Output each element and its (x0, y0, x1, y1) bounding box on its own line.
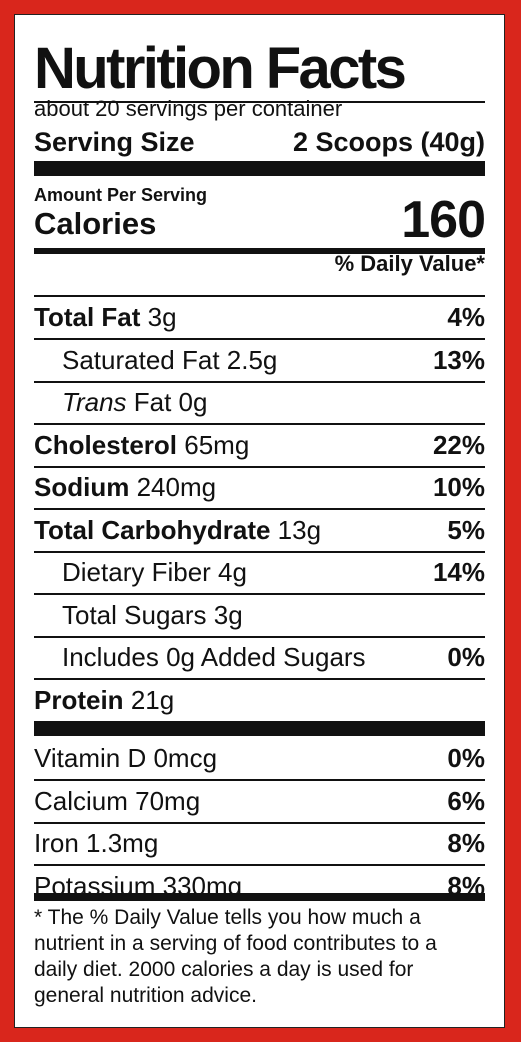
nutrient-name: Saturated Fat 2.5g (62, 345, 278, 375)
nutrition-label: Nutrition Facts about 20 servings per co… (14, 14, 505, 1028)
nutrient-row-total-carbohydrate: Total Carbohydrate 13g 5% (34, 509, 485, 551)
daily-value-header: % Daily Value* (334, 251, 485, 276)
serving-size-row: Serving Size 2 Scoops (40g) (34, 125, 485, 159)
nutrient-amount: 13g (277, 515, 322, 545)
medium-divider (34, 248, 485, 254)
amount-per-serving: Amount Per Serving (34, 185, 208, 205)
nutrient-row-saturated-fat: Saturated Fat 2.5g 13% (34, 339, 485, 381)
nutrient-row-cholesterol: Cholesterol 65mg 22% (34, 424, 485, 466)
nutrient-dv: 10% (432, 472, 485, 502)
nutrient-name: Dietary Fiber 4g (62, 557, 247, 587)
nutrient-row-dietary-fiber: Dietary Fiber 4g 14% (34, 551, 485, 593)
divider (34, 295, 485, 297)
nutrient-dv: 5% (447, 515, 485, 545)
nutrient-amount: 240mg (136, 472, 217, 502)
nutrient-dv: 14% (432, 557, 485, 587)
nutrient-name: Fat 0g (133, 387, 208, 417)
divider (34, 551, 485, 553)
divider (34, 864, 485, 866)
nutrient-dv: 22% (432, 430, 485, 460)
divider (34, 593, 485, 595)
nutrient-name-italic: Trans (62, 387, 127, 417)
medium-divider (34, 893, 485, 901)
nutrient-row-total-fat: Total Fat 3g 4% (34, 296, 485, 338)
nutrient-name: Total Sugars 3g (62, 600, 243, 630)
nutrient-name: Cholesterol (34, 430, 178, 460)
nutrient-row-added-sugars: Includes 0g Added Sugars 0% (34, 636, 485, 678)
nutrient-amount: 3g (147, 302, 177, 332)
divider (34, 381, 485, 383)
nutrient-row-trans-fat: Trans Fat 0g (34, 381, 485, 423)
divider (34, 822, 485, 824)
divider (34, 636, 485, 638)
vitamin-dv: 8% (447, 828, 485, 858)
divider (34, 466, 485, 468)
nutrient-dv: 4% (447, 302, 485, 332)
calories-value: 160 (401, 191, 486, 249)
vitamin-name: Vitamin D 0mcg (34, 743, 218, 773)
daily-value-footnote: * The % Daily Value tells you how much a… (34, 906, 437, 1007)
nutrient-row-protein: Protein 21g (34, 679, 485, 721)
nutrient-amount: 21g (130, 685, 175, 715)
vitamin-dv: 0% (447, 743, 485, 773)
nutrient-name: Includes 0g Added Sugars (62, 642, 366, 672)
vitamin-name: Calcium 70mg (34, 786, 201, 816)
nutrient-name: Total Carbohydrate (34, 515, 271, 545)
divider (34, 779, 485, 781)
vitamin-row-vitamin-d: Vitamin D 0mcg 0% (34, 737, 485, 779)
nutrient-row-total-sugars: Total Sugars 3g (34, 594, 485, 636)
serving-size-value: 2 Scoops (40g) (292, 127, 485, 157)
serving-size-label: Serving Size (34, 127, 195, 157)
thick-divider (34, 161, 485, 176)
divider (34, 101, 485, 103)
divider (34, 423, 485, 425)
vitamin-row-iron: Iron 1.3mg 8% (34, 822, 485, 864)
nutrient-dv: 0% (447, 642, 485, 672)
nutrient-row-sodium: Sodium 240mg 10% (34, 466, 485, 508)
servings-per-container: about 20 servings per container (34, 96, 343, 121)
calories-label: Calories (34, 206, 157, 241)
thick-divider (34, 721, 485, 736)
divider (34, 338, 485, 340)
label-title: Nutrition Facts (34, 36, 407, 101)
nutrient-dv: 13% (432, 345, 485, 375)
nutrient-name: Sodium (34, 472, 130, 502)
nutrient-name: Protein (34, 685, 124, 715)
vitamin-dv: 6% (447, 786, 485, 816)
vitamin-name: Iron 1.3mg (34, 828, 159, 858)
nutrient-amount: 65mg (184, 430, 250, 460)
nutrient-name: Total Fat (34, 302, 141, 332)
divider (34, 678, 485, 680)
vitamin-row-calcium: Calcium 70mg 6% (34, 780, 485, 822)
divider (34, 508, 485, 510)
